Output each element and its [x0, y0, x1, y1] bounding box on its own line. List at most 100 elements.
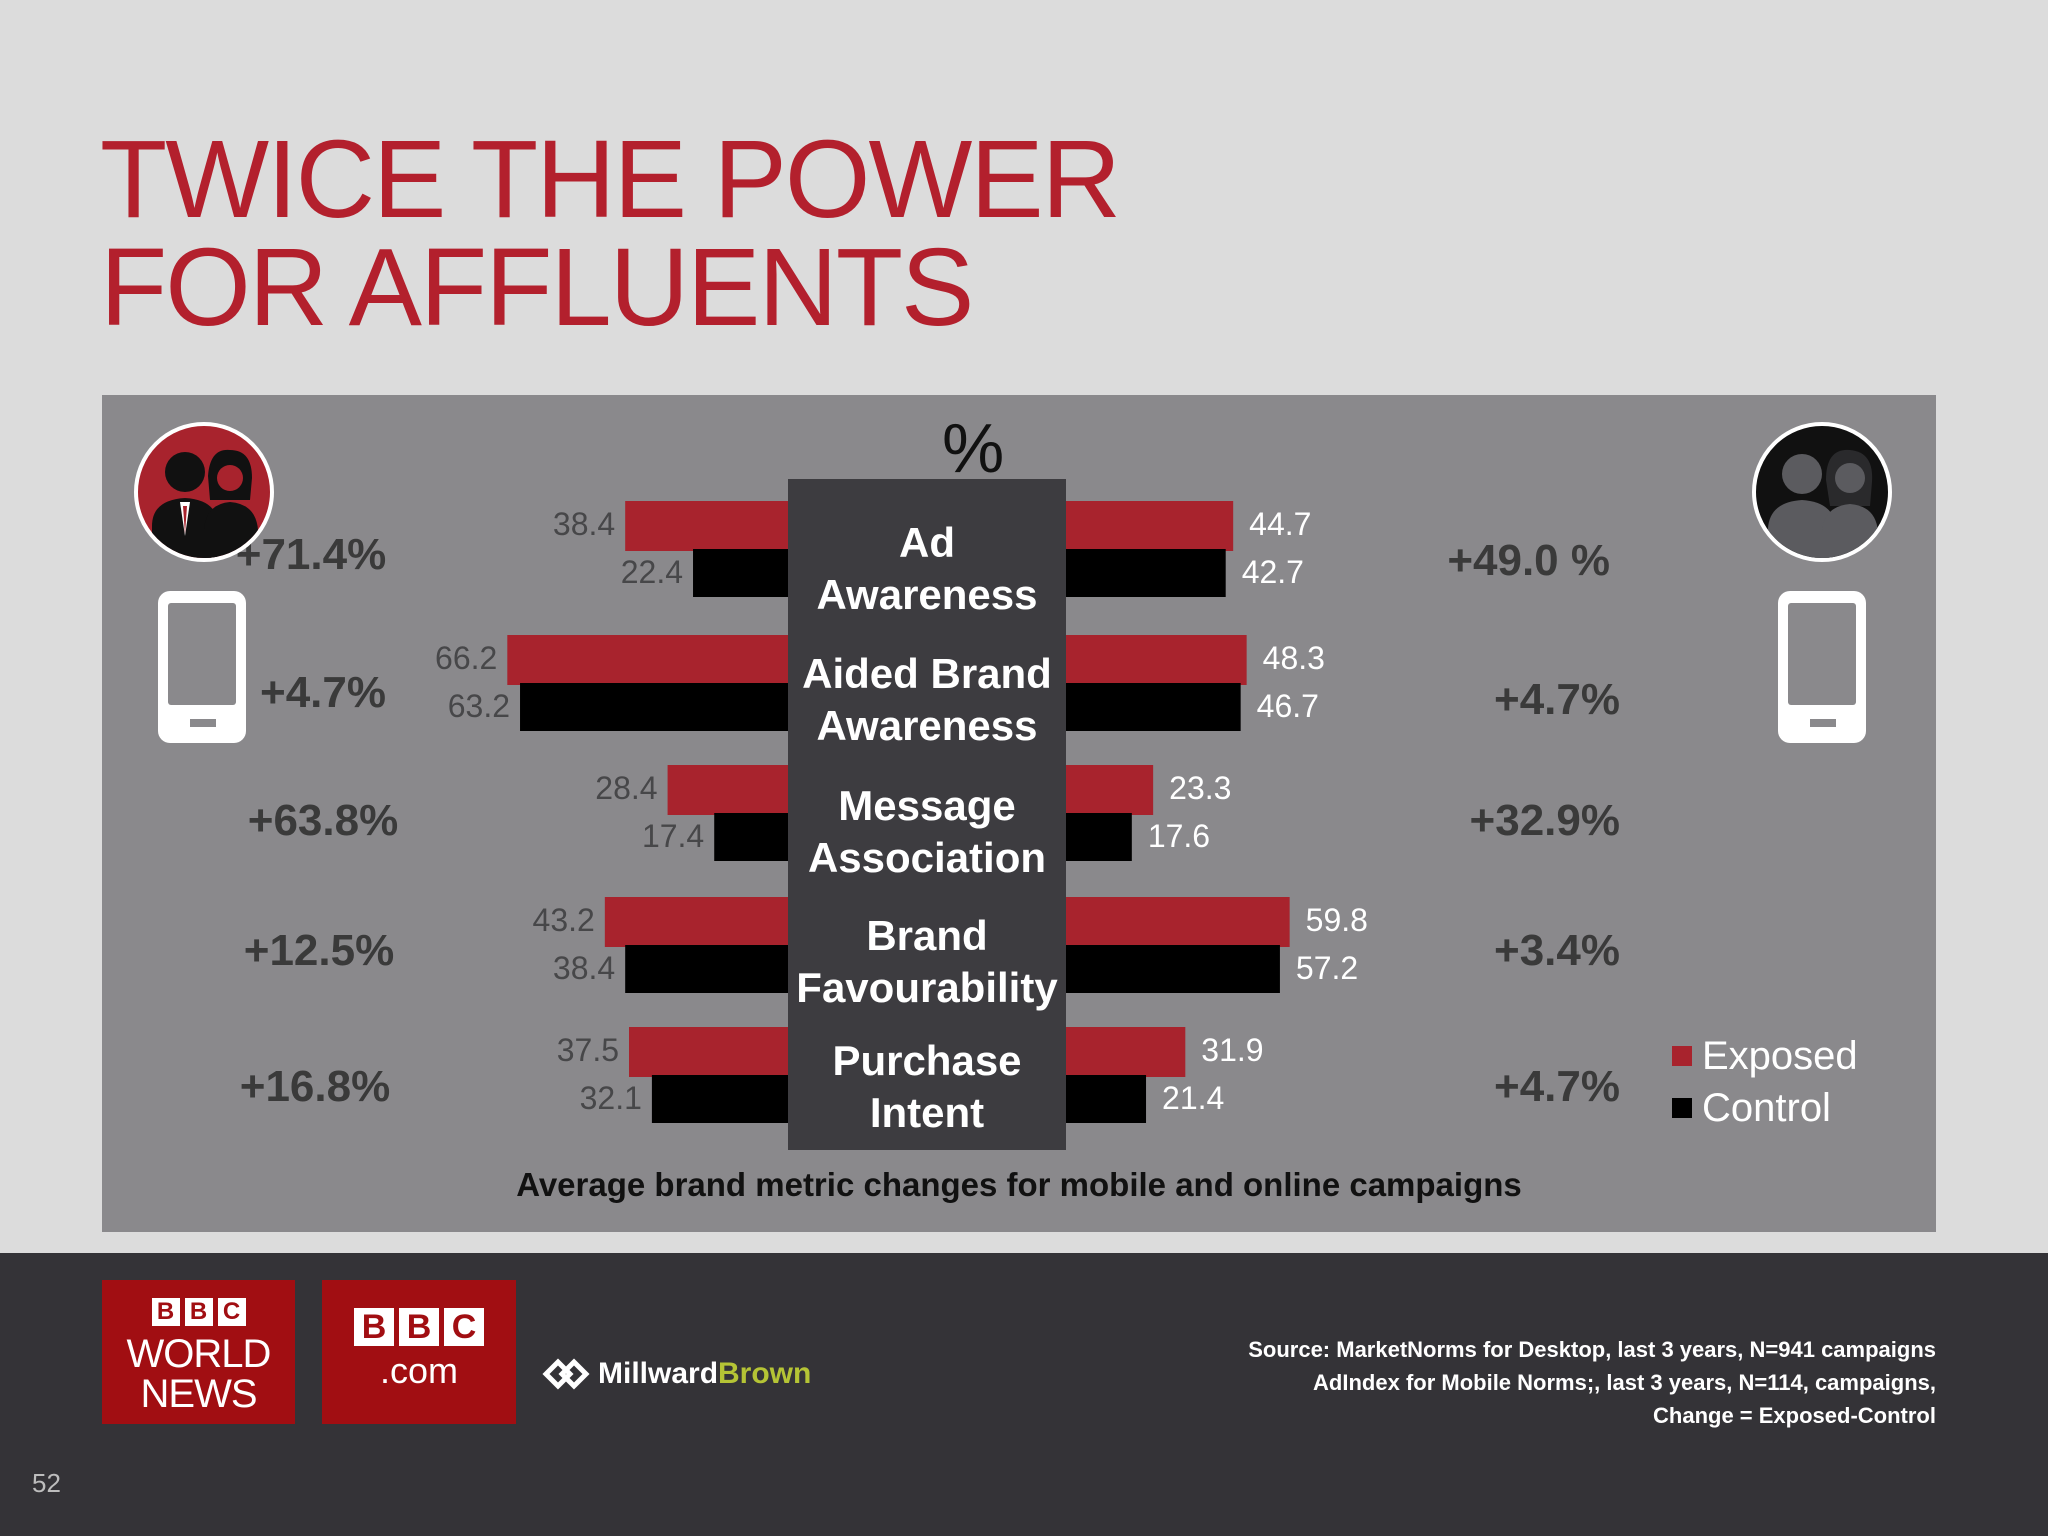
- bbc-letter: C: [444, 1308, 484, 1346]
- left-change-label: +63.8%: [247, 796, 399, 845]
- legend-swatch-control: [1672, 1098, 1692, 1118]
- source-line-2: AdIndex for Mobile Norms;, last 3 years,…: [1313, 1370, 1936, 1395]
- metric-label: Brand Favourability: [788, 910, 1066, 1014]
- left-data-label-control: 63.2: [448, 688, 510, 724]
- right-data-label-exposed: 59.8: [1306, 902, 1368, 938]
- metric-label: Purchase Intent: [788, 1035, 1066, 1139]
- bbc-world-news-logo: B B C WORLD NEWS: [102, 1280, 295, 1424]
- left-data-label-control: 22.4: [621, 554, 683, 590]
- left-bar-exposed: [667, 765, 788, 815]
- metric-label-line: Purchase: [832, 1037, 1022, 1084]
- affluent-couple-icon: [134, 422, 274, 562]
- metric-label-line: Awareness: [816, 571, 1038, 618]
- left-bar-control: [651, 1075, 788, 1123]
- couple-icon: [1752, 422, 1892, 562]
- metric-label-line: Brand: [866, 912, 988, 959]
- right-change-label: +3.4%: [1494, 926, 1620, 975]
- right-bar-control: [1066, 945, 1280, 993]
- metric-label-line: Favourability: [796, 964, 1058, 1011]
- bbc-letter: B: [399, 1308, 439, 1346]
- left-data-label-exposed: 66.2: [435, 640, 497, 676]
- right-bar-control: [1066, 813, 1132, 861]
- left-change-label: +4.7%: [260, 668, 386, 717]
- chart-caption: Average brand metric changes for mobile …: [516, 1166, 1522, 1203]
- right-bar-control: [1066, 1075, 1147, 1123]
- legend-item-exposed: Exposed: [1672, 1030, 1858, 1082]
- world-text: WORLD: [126, 1332, 272, 1376]
- metric-label-line: Intent: [869, 1089, 985, 1136]
- left-bar-exposed: [604, 897, 788, 947]
- metric-column: [788, 479, 1066, 1150]
- left-bar-control: [714, 813, 788, 861]
- right-change-label: +4.7%: [1494, 1062, 1620, 1111]
- right-bar-control: [1066, 683, 1241, 731]
- right-data-label-exposed: 44.7: [1249, 506, 1311, 542]
- right-data-label-control: 42.7: [1242, 554, 1304, 590]
- brown-text: Brown: [718, 1357, 812, 1390]
- millward-brown-wordmark: MillwardBrown: [598, 1357, 811, 1391]
- right-data-label-control: 57.2: [1296, 950, 1358, 986]
- right-change-label: +4.7%: [1494, 675, 1620, 724]
- left-data-label-exposed: 37.5: [557, 1032, 619, 1068]
- right-data-label-exposed: 23.3: [1169, 770, 1231, 806]
- legend-swatch-exposed: [1672, 1046, 1692, 1066]
- left-data-label-control: 17.4: [642, 818, 704, 854]
- metric-label-line: Aided Brand: [802, 650, 1052, 697]
- mobile-phone-icon: [1778, 591, 1866, 743]
- right-bar-exposed: [1066, 501, 1234, 551]
- metric-label-line: Association: [807, 834, 1047, 881]
- bbc-letter: B: [151, 1298, 180, 1326]
- page-title: TWICE THE POWER FOR AFFLUENTS: [100, 118, 1121, 349]
- bbc-letter: B: [354, 1308, 394, 1346]
- metric-label-line: Awareness: [816, 702, 1038, 749]
- left-bar-exposed: [625, 501, 788, 551]
- right-bar-exposed: [1066, 635, 1247, 685]
- millward-brown-logo: MillwardBrown: [542, 1357, 811, 1391]
- page-number: 52: [32, 1468, 61, 1498]
- bbc-letter: C: [217, 1298, 246, 1326]
- right-change-label: +32.9%: [1469, 796, 1620, 845]
- right-bar-exposed: [1066, 765, 1154, 815]
- left-data-label-exposed: 28.4: [595, 770, 657, 806]
- left-bar-exposed: [629, 1027, 788, 1077]
- percent-unit-label: %: [942, 409, 1005, 487]
- left-change-label: +16.8%: [239, 1062, 391, 1111]
- metric-label: Ad Awareness: [788, 517, 1066, 621]
- chart-legend: Exposed Control: [1672, 1030, 1858, 1134]
- millward-text: Millward: [598, 1357, 719, 1390]
- right-data-label-control: 17.6: [1148, 818, 1210, 854]
- metric-label: Message Association: [788, 780, 1066, 884]
- title-line-2: FOR AFFLUENTS: [100, 226, 974, 349]
- left-data-label-control: 38.4: [553, 950, 615, 986]
- legend-item-control: Control: [1672, 1082, 1858, 1134]
- right-data-label-control: 46.7: [1257, 688, 1319, 724]
- right-data-label-exposed: 48.3: [1263, 640, 1325, 676]
- source-line-1: Source: MarketNorms for Desktop, last 3 …: [1248, 1337, 1936, 1362]
- left-data-label-exposed: 43.2: [533, 902, 595, 938]
- bbc-letter: B: [184, 1298, 213, 1326]
- source-line-3: Change = Exposed-Control: [1653, 1403, 1936, 1428]
- metric-label-line: Ad: [899, 519, 955, 566]
- left-bar-exposed: [507, 635, 788, 685]
- dotcom-text: .com: [379, 1350, 458, 1391]
- millward-brown-mark-icon: [542, 1358, 590, 1390]
- left-change-label: +12.5%: [243, 926, 395, 975]
- left-change-label: +71.4%: [235, 530, 387, 579]
- left-bar-control: [520, 683, 788, 731]
- right-data-label-exposed: 31.9: [1201, 1032, 1263, 1068]
- right-bar-exposed: [1066, 897, 1290, 947]
- right-data-label-control: 21.4: [1162, 1080, 1224, 1116]
- right-bar-control: [1066, 549, 1226, 597]
- left-bar-control: [693, 549, 788, 597]
- legend-label-exposed: Exposed: [1702, 1033, 1858, 1078]
- mobile-phone-icon: [158, 591, 246, 743]
- source-note: Source: MarketNorms for Desktop, last 3 …: [1248, 1333, 1936, 1432]
- left-data-label-control: 32.1: [580, 1080, 642, 1116]
- legend-label-control: Control: [1702, 1085, 1831, 1130]
- title-line-1: TWICE THE POWER: [100, 118, 1121, 241]
- news-text: NEWS: [140, 1372, 258, 1416]
- right-bar-exposed: [1066, 1027, 1186, 1077]
- metric-label: Aided Brand Awareness: [788, 648, 1066, 752]
- right-change-label: +49.0 %: [1447, 536, 1610, 585]
